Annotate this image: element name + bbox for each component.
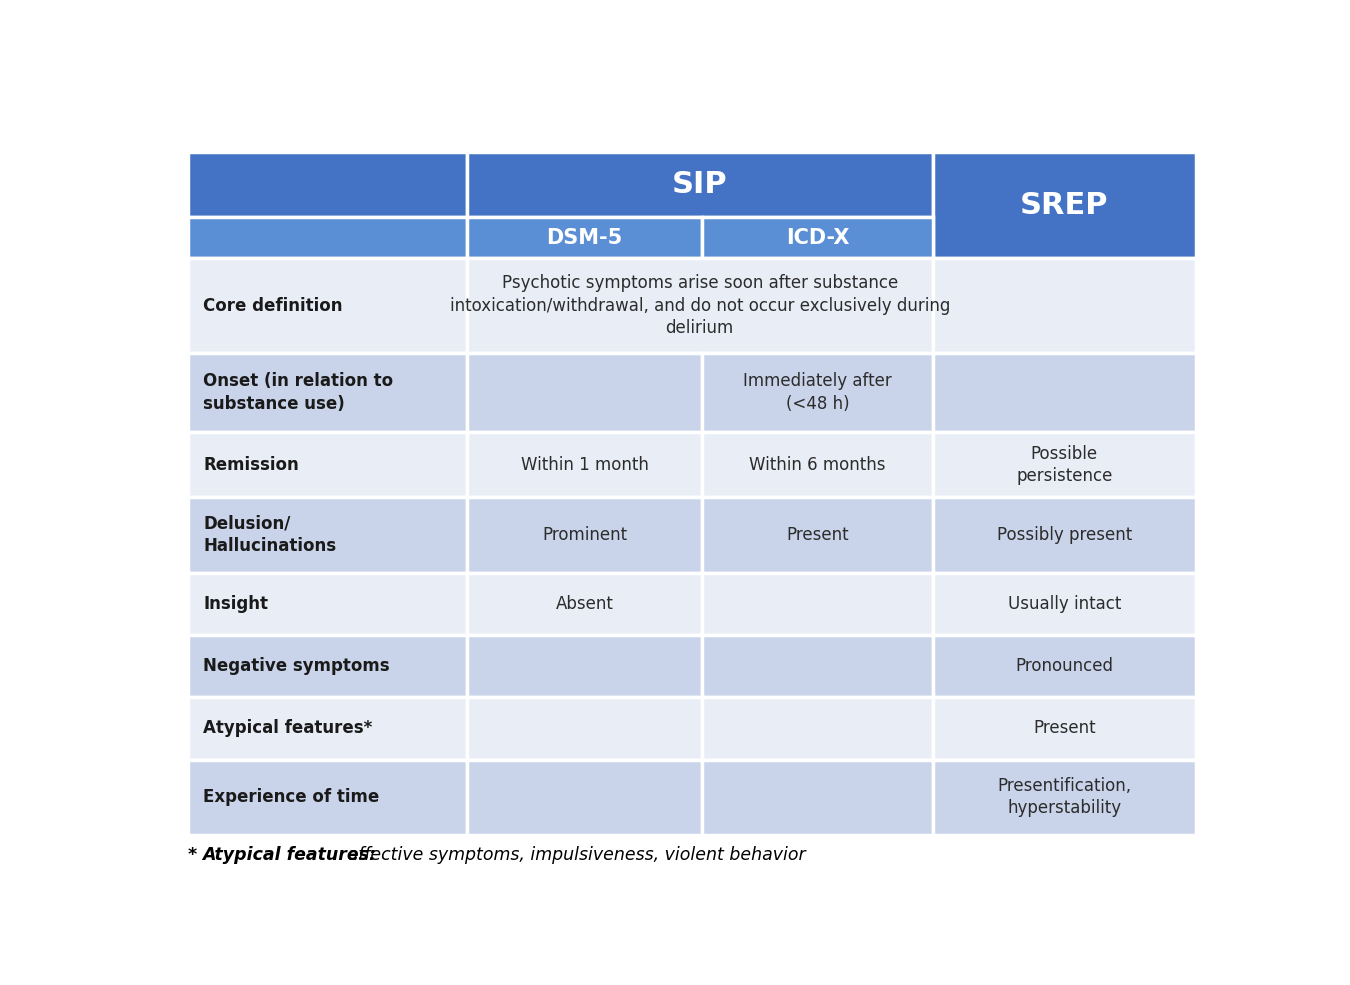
Text: Prominent: Prominent <box>543 526 628 544</box>
Bar <box>702 497 933 572</box>
Text: Core definition: Core definition <box>204 296 343 314</box>
Bar <box>702 354 933 431</box>
Bar <box>467 759 702 835</box>
Bar <box>467 354 702 431</box>
Text: Possible
persistence: Possible persistence <box>1017 444 1112 485</box>
Bar <box>702 759 933 835</box>
Text: Atypical features:: Atypical features: <box>202 846 377 865</box>
Text: Presentification,
hyperstability: Presentification, hyperstability <box>998 777 1131 818</box>
Text: DSM-5: DSM-5 <box>547 228 622 247</box>
Text: Within 6 months: Within 6 months <box>749 456 886 474</box>
Text: Pronounced: Pronounced <box>1015 657 1114 675</box>
Bar <box>933 153 1196 258</box>
Bar <box>188 697 467 759</box>
Text: SREP: SREP <box>1021 191 1108 220</box>
Text: Remission: Remission <box>204 456 300 474</box>
Bar <box>702 635 933 697</box>
Text: Delusion/
Hallucinations: Delusion/ Hallucinations <box>204 515 336 556</box>
Bar <box>933 354 1196 431</box>
Text: Insight: Insight <box>204 595 269 613</box>
Text: Present: Present <box>1033 719 1096 738</box>
Text: Atypical features*: Atypical features* <box>204 719 373 738</box>
Bar <box>188 258 467 354</box>
Bar <box>702 572 933 635</box>
Text: Experience of time: Experience of time <box>204 788 379 807</box>
Bar <box>702 217 933 258</box>
Bar <box>467 497 702 572</box>
Bar <box>467 697 702 759</box>
Bar <box>467 217 702 258</box>
Text: Within 1 month: Within 1 month <box>521 456 648 474</box>
Text: ICD-X: ICD-X <box>786 228 849 247</box>
Text: Negative symptoms: Negative symptoms <box>204 657 390 675</box>
Bar <box>188 217 467 258</box>
Bar <box>188 153 467 217</box>
Bar <box>702 697 933 759</box>
Bar <box>933 572 1196 635</box>
Bar <box>933 635 1196 697</box>
Bar <box>467 431 702 497</box>
Text: Onset (in relation to
substance use): Onset (in relation to substance use) <box>204 372 393 413</box>
Bar <box>933 431 1196 497</box>
Bar <box>933 697 1196 759</box>
Bar <box>188 431 467 497</box>
Bar <box>467 572 702 635</box>
Bar <box>933 497 1196 572</box>
Bar <box>933 759 1196 835</box>
Bar <box>188 572 467 635</box>
Text: Absent: Absent <box>556 595 613 613</box>
Text: Usually intact: Usually intact <box>1007 595 1120 613</box>
Text: Present: Present <box>786 526 849 544</box>
Text: SIP: SIP <box>672 170 728 199</box>
Bar <box>467 258 933 354</box>
Bar <box>188 635 467 697</box>
Bar <box>933 258 1196 354</box>
Bar <box>467 153 933 217</box>
Bar <box>188 354 467 431</box>
Text: Immediately after
(<48 h): Immediately after (<48 h) <box>743 372 892 413</box>
Bar <box>188 497 467 572</box>
Text: affective symptoms, impulsiveness, violent behavior: affective symptoms, impulsiveness, viole… <box>343 846 806 865</box>
Bar <box>467 635 702 697</box>
Text: Possibly present: Possibly present <box>996 526 1131 544</box>
Bar <box>188 759 467 835</box>
Text: Psychotic symptoms arise soon after substance
intoxication/withdrawal, and do no: Psychotic symptoms arise soon after subs… <box>450 275 950 337</box>
Bar <box>702 431 933 497</box>
Text: *: * <box>188 846 197 865</box>
